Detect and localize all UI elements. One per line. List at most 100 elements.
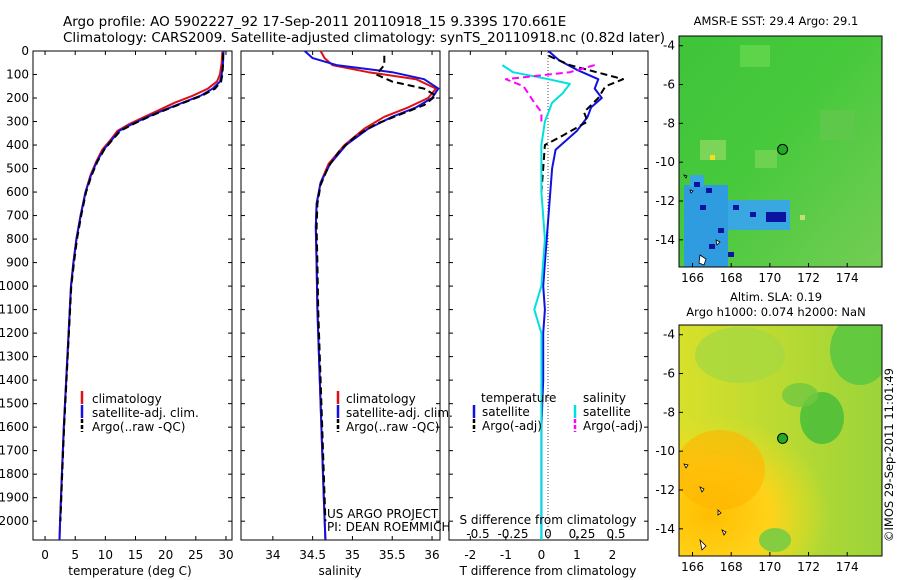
legend-label-s-argo: Argo(-adj): [583, 419, 643, 433]
legend-label-climatology: climatology: [92, 392, 162, 406]
map-y-tick-label: -8: [663, 116, 675, 130]
map-y-tick-label: -14: [655, 233, 675, 247]
map-y-tick-label: -6: [663, 78, 675, 92]
y-tick-label: 100: [6, 68, 29, 82]
figure-title-line2: Climatology: CARS2009. Satellite-adjuste…: [63, 30, 665, 46]
sst-cool-area: [684, 185, 728, 267]
coastline: [683, 174, 721, 266]
sst-cold-cell: [766, 212, 786, 222]
sst-patch: [700, 140, 726, 160]
sla-map-frame: [678, 324, 883, 557]
sla-low-area: [830, 325, 882, 385]
sst-cool-area: [690, 175, 704, 187]
x-tick-label: 0: [41, 548, 49, 562]
map-x-tick-label: 168: [720, 271, 743, 285]
map-x-tick-label: 166: [681, 560, 704, 574]
s-tick-label: 0.25: [569, 527, 596, 541]
legend-label-climatology: climatology: [346, 392, 416, 406]
temperature-x-axis: 0 5 10 15 20 25 30: [41, 51, 234, 562]
salinity-legend: climatology satellite-adj. clim. Argo(..…: [336, 391, 453, 434]
y-tick-label: 1800: [0, 467, 29, 481]
sst-cold-cell: [718, 228, 724, 233]
x-tick-label: 36: [424, 548, 439, 562]
argo-float-marker: [777, 143, 789, 155]
y-tick-label: 300: [6, 115, 29, 129]
difference-legend: temperature salinity satellite Argo(-adj…: [472, 391, 643, 433]
x-tick-label: -1: [500, 548, 512, 562]
legend-label-s-satellite: satellite: [583, 405, 631, 419]
salinity-panel: 34 34.5 35 35.5 36 salinity climatology sate…: [240, 50, 453, 578]
sst-cold-cell: [728, 252, 734, 257]
legend-label-t-argo: Argo(-adj): [482, 419, 542, 433]
temperature-x-axis-label: temperature (deg C): [68, 564, 191, 578]
x-tick-label: 34: [265, 548, 280, 562]
difference-panel: -2 -1 0 1 2 S difference from climatology -0…: [448, 50, 649, 578]
map-y-tick-label: -10: [655, 444, 675, 458]
s-tick-label: 0.5: [606, 527, 625, 541]
project-annotation: US ARGO PROJECT: [327, 507, 439, 521]
coastline: [683, 463, 727, 551]
map-x-tick-label: 168: [720, 560, 743, 574]
map-y-tick-label: -14: [655, 522, 675, 536]
sla-map-title-line1: Altim. SLA: 0.19: [730, 290, 822, 304]
sla-map-title-line2: Argo h1000: 0.074 h2000: NaN: [686, 305, 865, 319]
map-y-tick-label: -12: [655, 194, 675, 208]
sst-patch: [755, 150, 777, 168]
difference-series: [501, 50, 625, 540]
temperature-y-axis: 0 100 200 300 400 500 600 700 800 900 1000 1100 1200…: [0, 44, 232, 528]
y-tick-label: 1900: [0, 491, 29, 505]
difference-plot-frame: [448, 50, 649, 541]
x-tick-label: -2: [464, 548, 476, 562]
map-x-tick-label: 172: [797, 560, 820, 574]
sst-cold-cell: [733, 205, 739, 210]
sla-map-axes: 166 168 170 172 174 -4 -6 -8 -10 -12 -14: [655, 328, 858, 574]
legend-label-t-satellite: satellite: [482, 405, 530, 419]
sst-cold-cell: [700, 205, 706, 210]
map-x-tick-label: 174: [836, 271, 859, 285]
s-difference-ticklabels: -0.5 -0.25 0 0.25 0.5: [466, 527, 625, 541]
y-tick-label: 900: [6, 256, 29, 270]
map-y-tick-label: -4: [663, 39, 675, 53]
s-tick-label: 0: [544, 527, 552, 541]
map-y-tick-label: -6: [663, 367, 675, 381]
x-tick-label: 15: [128, 548, 143, 562]
series-line-satellite: [540, 50, 603, 540]
difference-y-ticks: [449, 50, 648, 522]
sla-map-panel: Altim. SLA: 0.19 Argo h1000: 0.074 h2000…: [655, 290, 883, 574]
y-tick-label: 800: [6, 232, 29, 246]
x-tick-label: 20: [158, 548, 173, 562]
y-tick-label: 400: [6, 138, 29, 152]
legend-label-argo: Argo(..raw -QC): [92, 420, 185, 434]
y-tick-label: 700: [6, 209, 29, 223]
sst-cold-cell: [750, 212, 756, 217]
figure-title-line1: Argo profile: AO 5902227_92 17-Sep-2011 …: [63, 14, 566, 30]
t-difference-axis-label: T difference from climatology: [459, 564, 637, 578]
sst-warm-cell: [800, 215, 805, 220]
salinity-series: [304, 50, 440, 541]
legend-title-temperature: temperature: [481, 391, 556, 405]
series-line-argo-adj: [504, 64, 595, 122]
x-tick-label: 10: [98, 548, 113, 562]
sst-cold-cell: [694, 182, 700, 187]
y-tick-label: 200: [6, 91, 29, 105]
salinity-plot-frame: [240, 50, 441, 541]
series-line-satellite: [501, 64, 571, 540]
y-tick-label: 1600: [0, 420, 29, 434]
x-tick-label: 30: [218, 548, 233, 562]
series-line-argo-raw-qc: [59, 53, 224, 522]
sst-map-axes: 166 168 170 172 174 -4 -6 -8 -10 -12 -14: [655, 39, 858, 285]
map-y-tick-label: -12: [655, 483, 675, 497]
legend-label-argo: Argo(..raw -QC): [346, 420, 439, 434]
s-tick-label: -0.25: [497, 527, 528, 541]
x-tick-label: 25: [188, 548, 203, 562]
sla-low-area: [800, 392, 844, 444]
sla-low-area: [695, 327, 785, 383]
y-tick-label: 2000: [0, 514, 29, 528]
x-tick-label: 0: [538, 548, 546, 562]
y-tick-label: 1100: [0, 303, 29, 317]
x-tick-label: 2: [609, 548, 617, 562]
salinity-y-ticks: [241, 50, 440, 522]
sst-patch: [820, 110, 855, 140]
imos-credit: ©IMOS 29-Sep-2011 11:01:49: [882, 368, 896, 542]
